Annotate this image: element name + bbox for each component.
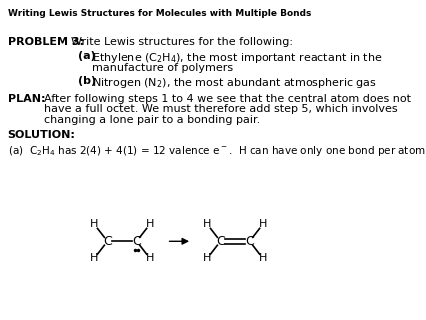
Text: PROBLEM 3:: PROBLEM 3: <box>8 37 83 47</box>
Text: H: H <box>203 220 211 229</box>
Text: H: H <box>90 220 98 229</box>
Text: H: H <box>203 253 211 263</box>
Text: C: C <box>132 235 141 248</box>
Text: Writing Lewis Structures for Molecules with Multiple Bonds: Writing Lewis Structures for Molecules w… <box>8 9 310 18</box>
Text: have a full octet. We must therefore add step 5, which involves: have a full octet. We must therefore add… <box>43 105 396 115</box>
Text: (a)  C$_2$H$_4$ has 2(4) + 4(1) = 12 valence e$^-$.  H can have only one bond pe: (a) C$_2$H$_4$ has 2(4) + 4(1) = 12 vale… <box>8 144 426 158</box>
Text: Ethylene (C$_2$H$_4$), the most important reactant in the: Ethylene (C$_2$H$_4$), the most importan… <box>92 51 382 65</box>
Text: SOLUTION:: SOLUTION: <box>8 130 75 140</box>
Text: PLAN:: PLAN: <box>8 93 45 104</box>
Text: Nitrogen (N$_2$), the most abundant atmospheric gas: Nitrogen (N$_2$), the most abundant atmo… <box>92 76 376 90</box>
Text: C: C <box>216 235 224 248</box>
Text: C: C <box>103 235 112 248</box>
Text: H: H <box>145 220 153 229</box>
Text: (b): (b) <box>78 76 96 86</box>
Text: changing a lone pair to a bonding pair.: changing a lone pair to a bonding pair. <box>43 116 259 125</box>
Text: H: H <box>90 253 98 263</box>
Text: (a): (a) <box>78 51 96 61</box>
Text: H: H <box>258 253 266 263</box>
Text: C: C <box>245 235 253 248</box>
Text: manufacture of polymers: manufacture of polymers <box>92 63 233 73</box>
Text: Write Lewis structures for the following:: Write Lewis structures for the following… <box>70 37 292 47</box>
Text: H: H <box>258 220 266 229</box>
Text: H: H <box>145 253 153 263</box>
Text: After following steps 1 to 4 we see that the central atom does not: After following steps 1 to 4 we see that… <box>43 93 410 104</box>
